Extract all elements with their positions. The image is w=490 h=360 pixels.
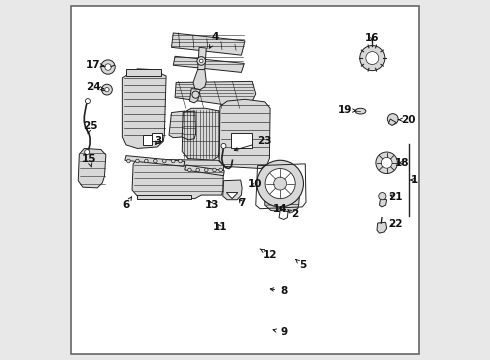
Polygon shape [182,111,196,140]
Text: 21: 21 [388,192,402,202]
Circle shape [197,57,205,65]
Text: 1: 1 [411,175,418,185]
Circle shape [213,168,216,172]
Polygon shape [389,119,396,126]
Circle shape [136,159,139,163]
Circle shape [376,152,397,174]
Circle shape [219,168,222,172]
Text: 3: 3 [154,136,162,145]
Polygon shape [223,180,242,200]
Text: 12: 12 [260,249,277,260]
Circle shape [199,59,203,63]
Circle shape [105,87,109,92]
Text: 13: 13 [205,200,219,210]
Bar [137,195,191,199]
Text: 16: 16 [365,33,380,43]
Circle shape [172,159,175,163]
Circle shape [192,91,199,98]
Polygon shape [78,148,106,188]
Polygon shape [169,111,183,138]
Circle shape [221,143,226,148]
Polygon shape [172,33,245,55]
Text: 7: 7 [239,198,246,208]
Circle shape [101,84,112,95]
Circle shape [204,168,208,172]
Circle shape [153,159,157,163]
Circle shape [101,60,115,74]
Circle shape [105,64,111,70]
Bar [152,133,162,140]
Polygon shape [279,211,288,220]
Circle shape [257,160,303,207]
Text: 22: 22 [388,219,402,229]
Polygon shape [379,199,387,207]
Circle shape [179,159,182,163]
Circle shape [379,193,386,200]
Circle shape [85,99,91,104]
Circle shape [85,149,90,154]
Text: 5: 5 [296,260,306,270]
Circle shape [145,159,148,163]
Bar [231,133,252,148]
Text: 19: 19 [338,105,356,115]
Text: 6: 6 [122,197,131,210]
Circle shape [126,159,130,163]
Text: 14: 14 [273,204,288,215]
Bar [143,135,152,145]
Circle shape [163,159,166,163]
Polygon shape [226,193,238,199]
Text: 8: 8 [270,286,287,296]
Polygon shape [173,56,245,72]
Text: 15: 15 [82,154,96,167]
Circle shape [381,157,392,168]
Text: 24: 24 [86,82,104,93]
Circle shape [360,45,385,71]
Ellipse shape [355,108,366,114]
Polygon shape [132,159,223,199]
Circle shape [274,177,287,190]
Text: 9: 9 [273,327,287,337]
Polygon shape [175,81,256,108]
Text: 10: 10 [248,179,262,189]
Polygon shape [265,175,300,212]
Bar [126,69,161,76]
Polygon shape [190,89,200,103]
Text: 2: 2 [288,209,298,219]
Text: 20: 20 [398,115,416,125]
Text: 18: 18 [395,158,410,168]
Circle shape [366,51,379,64]
Polygon shape [185,165,224,176]
Circle shape [388,114,398,125]
Text: 23: 23 [234,136,272,151]
Text: 17: 17 [86,59,104,69]
Text: 25: 25 [83,121,98,134]
Polygon shape [219,99,270,168]
Text: 4: 4 [210,32,220,48]
Polygon shape [182,108,220,160]
Polygon shape [197,47,206,72]
Circle shape [188,168,191,172]
Circle shape [265,168,295,199]
Polygon shape [193,69,206,90]
Polygon shape [377,222,387,233]
Circle shape [196,168,199,172]
Polygon shape [122,69,166,148]
Text: 11: 11 [213,222,227,232]
Polygon shape [125,156,185,166]
